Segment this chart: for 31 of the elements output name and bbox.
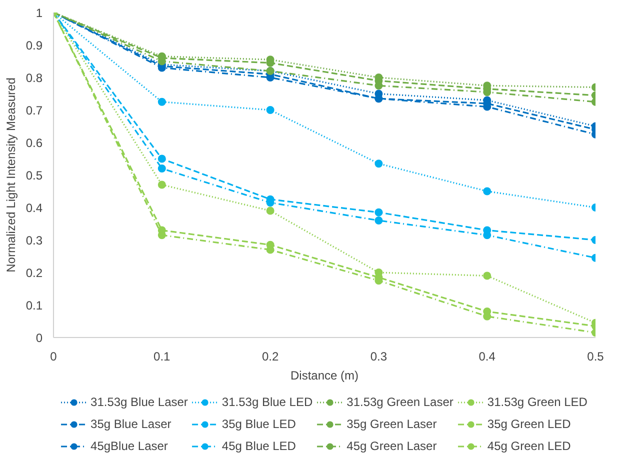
y-tick-label: 0.4 — [26, 201, 43, 215]
y-axis-title: Normalized Light Intensity Measured — [4, 78, 18, 272]
y-tick-label: 0.8 — [26, 71, 43, 85]
legend-label: 31.53g Blue LED — [222, 394, 313, 411]
x-axis-title: Distance (m) — [290, 368, 359, 382]
y-tick-label: 0 — [36, 331, 43, 345]
y-tick-label: 0.7 — [26, 104, 43, 118]
x-tick-label: 0.2 — [262, 350, 279, 364]
y-tick-label: 0.3 — [26, 234, 43, 248]
y-tick-label: 1 — [36, 6, 43, 20]
legend-label: 31.53g Green Laser — [346, 394, 454, 411]
legend-label: 35g Blue Laser — [90, 416, 172, 433]
y-tick-label: 0.2 — [26, 266, 43, 280]
x-tick-label: 0.4 — [478, 350, 496, 364]
x-tick-label: 0.5 — [587, 350, 604, 364]
x-tick-label: 0 — [50, 350, 58, 364]
legend-label: 35g Blue LED — [222, 416, 296, 433]
legend-label: 35g Green Laser — [346, 416, 437, 433]
legend-label: 45gBlue Laser — [90, 438, 168, 455]
y-tick-label: 0.1 — [26, 298, 43, 312]
legend-label: 45g Blue LED — [222, 438, 296, 455]
legend-label: 35g Green LED — [487, 416, 571, 433]
legend-label: 31.53g Green LED — [487, 394, 588, 411]
y-tick-label: 0.6 — [26, 136, 43, 150]
legend-label: 45g Green LED — [487, 438, 571, 455]
x-tick-label: 0.3 — [370, 350, 388, 364]
y-tick-label: 0.5 — [26, 168, 43, 182]
y-tick-label: 0.9 — [26, 38, 43, 52]
legend-label: 31.53g Blue Laser — [90, 394, 188, 411]
legend-label: 45g Green Laser — [346, 438, 437, 455]
x-tick-label: 0.1 — [154, 350, 171, 364]
